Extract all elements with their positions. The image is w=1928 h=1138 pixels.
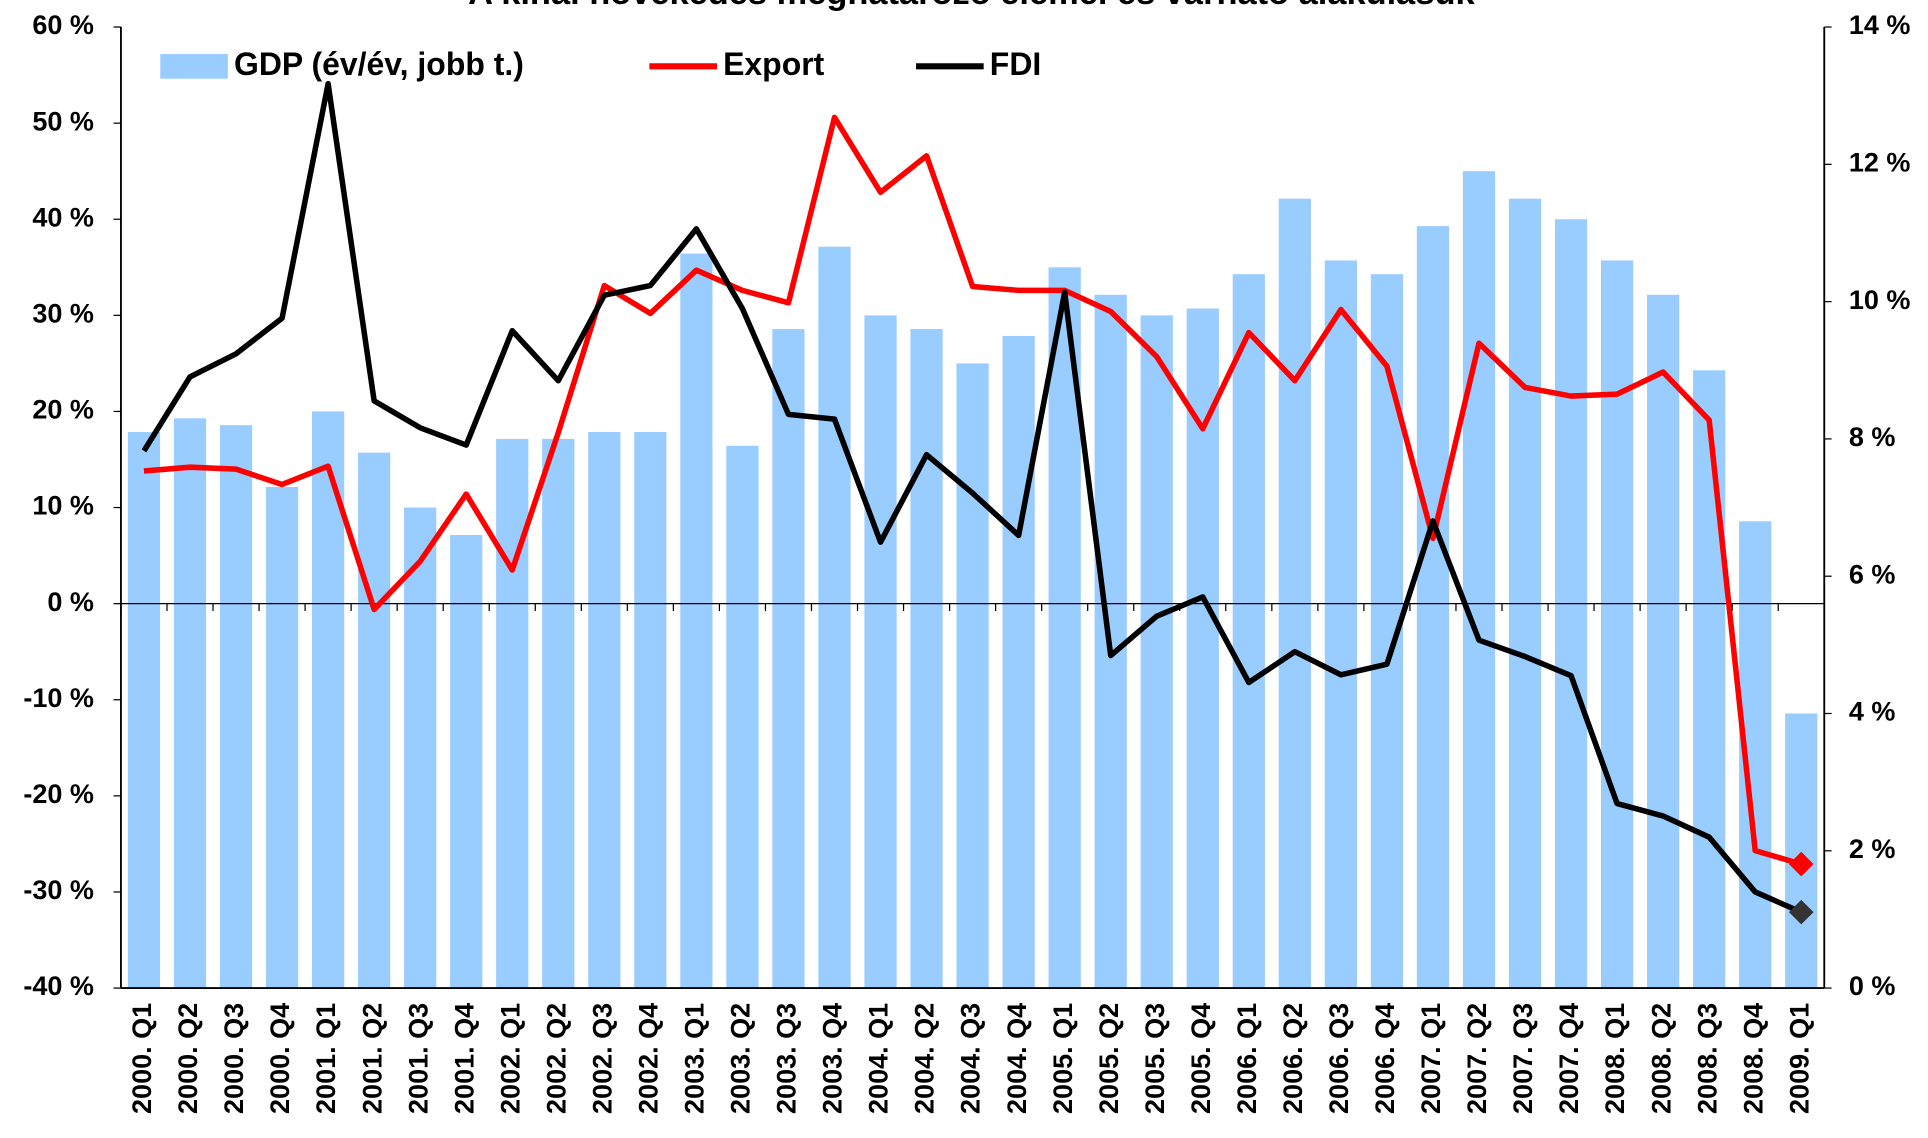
x-tick-label: 2002. Q3 [587,1003,617,1114]
x-tick-label: 2006. Q4 [1370,1003,1400,1114]
x-tick-label: 2003. Q4 [818,1003,848,1114]
y-tick-label: 60 % [32,10,94,40]
x-tick-label: 2000. Q1 [127,1003,157,1114]
y-tick-label: 0 % [47,587,94,617]
bar [1600,260,1634,989]
bar [1232,274,1265,989]
x-tick-label: 2006. Q1 [1232,1003,1262,1114]
x-tick-label: 2007. Q4 [1554,1003,1584,1114]
x-tick-label: 2004. Q2 [910,1003,940,1114]
y-tick-label: 10 % [32,491,94,521]
y-tick-label: 30 % [32,298,94,328]
y2-tick-label: 4 % [1849,697,1896,727]
x-tick-label: 2001. Q3 [403,1003,433,1114]
bar [772,329,805,989]
bar [956,363,989,989]
y2-tick-label: 10 % [1849,285,1911,315]
bar [1462,171,1496,989]
legend-label: Export [723,46,825,82]
bar [1324,260,1357,989]
bar [726,445,759,989]
bar [1278,198,1311,989]
x-tick-label: 2001. Q4 [449,1003,479,1114]
y2-tick-label: 14 % [1849,10,1911,40]
x-tick-label: 2007. Q1 [1416,1003,1446,1114]
x-tick-label: 2003. Q1 [680,1003,710,1114]
legend-swatch [160,54,228,79]
bar [1693,370,1726,989]
bar [173,418,207,989]
x-tick-label: 2005. Q3 [1140,1003,1170,1114]
bar [127,432,161,989]
y-tick-label: 20 % [32,395,94,425]
x-tick-label: 2006. Q3 [1324,1003,1354,1114]
x-tick-label: 2000. Q4 [265,1003,295,1114]
y2-tick-label: 8 % [1849,422,1896,452]
bar [864,315,897,989]
bar [1785,713,1818,989]
bar [358,452,391,989]
bar [634,432,667,989]
legend-label: FDI [990,46,1041,82]
x-tick-label: 2004. Q1 [864,1003,894,1114]
y-tick-label: -40 % [23,971,94,1001]
bar [588,432,621,989]
x-tick-label: 2002. Q1 [495,1003,525,1114]
bar [404,507,437,989]
x-tick-label: 2003. Q2 [726,1003,756,1114]
bar [450,535,483,989]
x-tick-label: 2009. Q1 [1784,1003,1814,1114]
x-tick-label: 2007. Q2 [1462,1003,1492,1114]
x-tick-label: 2001. Q2 [357,1003,387,1114]
y2-tick-label: 12 % [1849,147,1911,177]
y2-tick-label: 6 % [1849,559,1896,589]
bar [680,253,713,989]
x-tick-label: 2008. Q2 [1646,1003,1676,1114]
bar [910,329,943,989]
y-tick-label: -20 % [23,779,94,809]
x-tick-label: 2002. Q4 [633,1003,663,1114]
x-tick-label: 2005. Q1 [1048,1003,1078,1114]
bar [1186,308,1219,989]
bar [542,438,575,989]
x-tick-label: 2008. Q4 [1738,1003,1768,1114]
y2-tick-label: 2 % [1849,834,1896,864]
bar [265,486,299,989]
bar [219,425,253,989]
x-tick-label: 2007. Q3 [1508,1003,1538,1114]
y-tick-label: 50 % [32,106,94,136]
bar [1508,198,1542,989]
x-tick-label: 2001. Q1 [311,1003,341,1114]
legend-label: GDP (év/év, jobb t.) [234,46,524,82]
x-tick-label: 2008. Q3 [1692,1003,1722,1114]
bar [1140,315,1173,989]
line-series [141,80,1803,915]
x-tick-label: 2004. Q3 [956,1003,986,1114]
bar [496,438,529,989]
x-tick-label: 2006. Q2 [1278,1003,1308,1114]
bar [818,246,851,989]
x-tick-label: 2000. Q3 [219,1003,249,1114]
y-tick-label: -10 % [23,683,94,713]
bar [1002,335,1035,989]
x-tick-label: 2004. Q4 [1002,1003,1032,1114]
line-series [143,114,1803,867]
x-tick-label: 2005. Q4 [1186,1003,1216,1114]
x-tick-label: 2000. Q2 [173,1003,203,1114]
bar [1416,226,1450,989]
y2-tick-label: 0 % [1849,971,1896,1001]
x-tick-label: 2003. Q3 [772,1003,802,1114]
x-tick-label: 2008. Q1 [1600,1003,1630,1114]
bar [1647,294,1680,989]
x-tick-label: 2005. Q2 [1094,1003,1124,1114]
chart-title: A kínai növekedés meghatározó elemei és … [468,0,1475,12]
x-tick-label: 2002. Q2 [541,1003,571,1114]
y-tick-label: -30 % [23,875,94,905]
y-tick-label: 40 % [32,202,94,232]
